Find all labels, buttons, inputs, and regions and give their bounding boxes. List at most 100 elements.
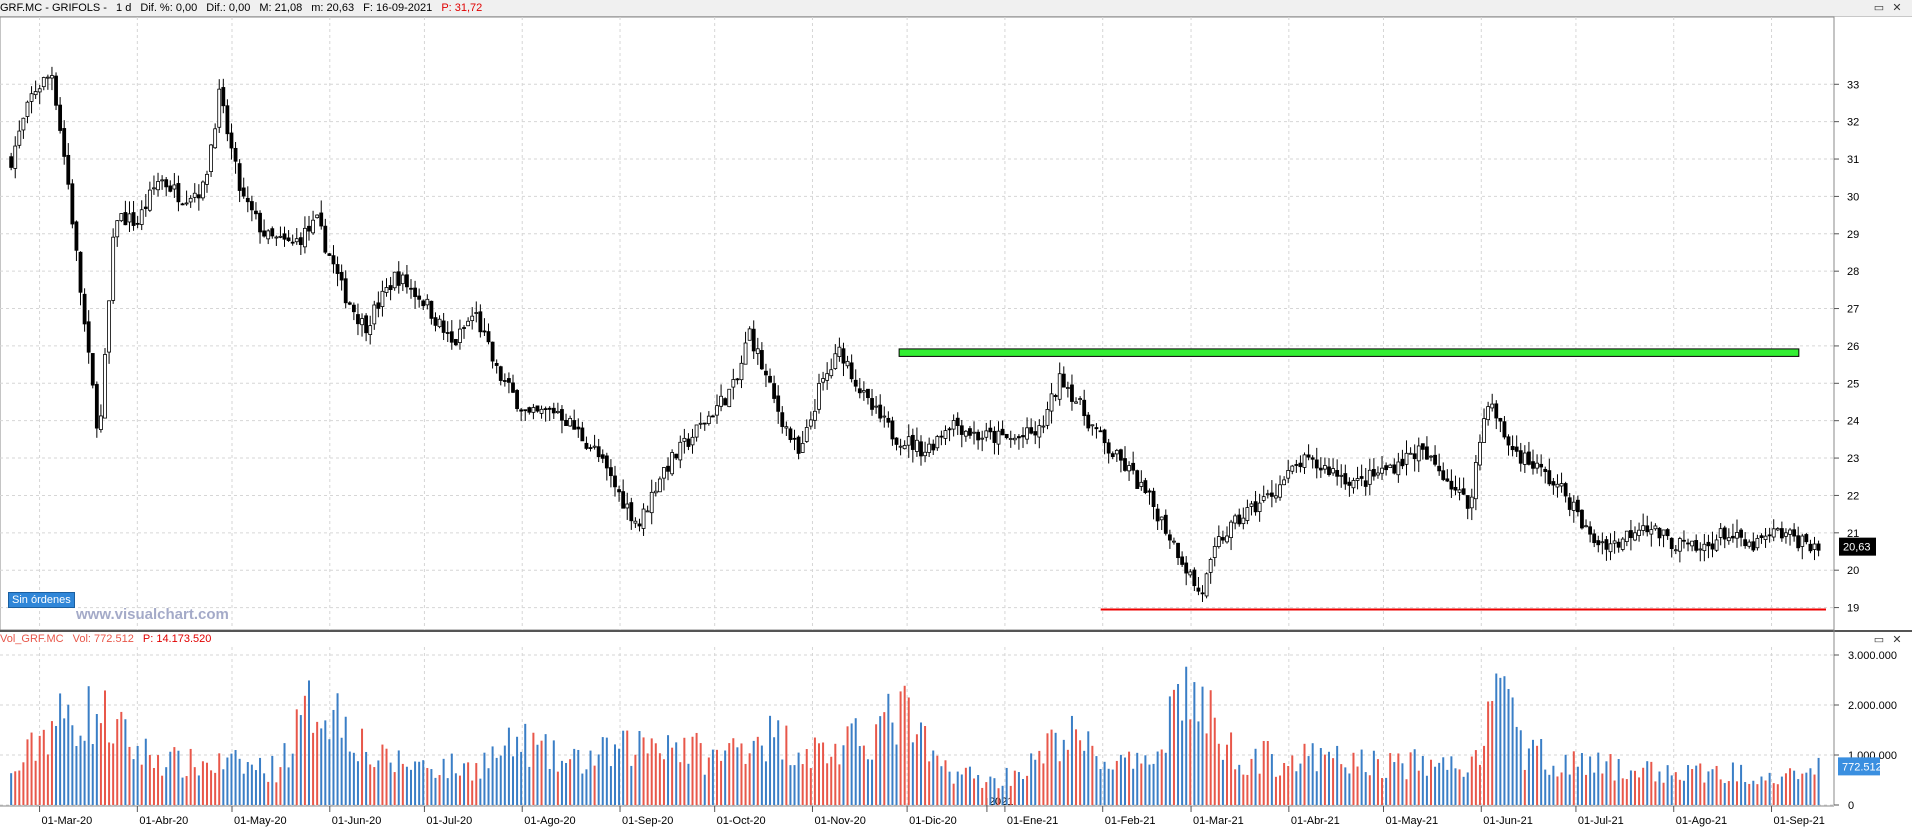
volume-minimize-button[interactable]: ▭ — [1872, 633, 1886, 647]
candle-body — [1796, 535, 1801, 549]
volume-bar — [1266, 741, 1269, 805]
candle-body — [1327, 466, 1331, 475]
candle-body — [1119, 449, 1123, 461]
volume-bar — [307, 680, 310, 805]
candle-body — [1788, 529, 1792, 535]
volume-close-button[interactable]: ✕ — [1890, 633, 1904, 647]
volume-bar — [1103, 761, 1106, 805]
minimize-button[interactable]: ▭ — [1872, 1, 1886, 15]
price-tick-label: 27 — [1847, 304, 1859, 316]
candle-body — [107, 300, 111, 353]
candle-body — [943, 430, 948, 439]
volume-tick-label: 3.000.000 — [1848, 650, 1897, 662]
candle-body — [1278, 484, 1282, 498]
volume-bar — [1013, 770, 1016, 805]
candle-body — [1021, 435, 1025, 438]
candle-body — [657, 478, 662, 493]
last-price-tag — [1839, 537, 1876, 556]
candle-body — [1212, 546, 1217, 558]
candle-body — [21, 117, 26, 131]
volume-bar — [1572, 751, 1575, 805]
candle-body — [821, 378, 825, 383]
candle-body — [425, 298, 430, 306]
volume-bar — [675, 742, 678, 805]
volume-bar — [1327, 751, 1330, 805]
candle-body — [380, 290, 385, 307]
candle-body — [50, 75, 54, 79]
last-volume-tag — [1838, 757, 1880, 776]
candle-body — [1649, 529, 1654, 535]
volume-bar — [1070, 715, 1073, 805]
candle-body — [1310, 457, 1315, 460]
candle-body — [111, 236, 116, 301]
volume-bar — [1519, 730, 1522, 805]
volume-bar — [1793, 770, 1796, 805]
candle-body — [502, 380, 507, 382]
candle-body — [327, 253, 332, 256]
volume-bar — [1381, 778, 1384, 805]
volume-bar — [1817, 757, 1820, 805]
time-tick-label: 01-May-21 — [1385, 815, 1438, 827]
volume-bar — [361, 728, 364, 805]
candle-body — [1751, 541, 1756, 551]
volume-bar — [479, 778, 482, 805]
candle-body — [9, 156, 14, 168]
orders-badge[interactable]: Sin órdenes — [8, 592, 75, 608]
candle-body — [1624, 530, 1629, 542]
volume-bar — [1095, 756, 1098, 805]
volume-bar — [1319, 748, 1322, 805]
candle-body — [221, 87, 226, 107]
volume-bar — [1760, 776, 1763, 805]
volume-bar — [507, 727, 510, 805]
volume-bar — [1050, 729, 1053, 805]
volume-bar — [940, 766, 943, 805]
volume-bar — [838, 764, 841, 805]
volume-bar — [932, 750, 935, 805]
volume-tick-label: 2.000.000 — [1848, 700, 1897, 712]
close-button[interactable]: ✕ — [1890, 1, 1904, 15]
volume-bar-series — [10, 666, 1820, 805]
volume-bar — [556, 771, 559, 805]
candle-body — [853, 379, 858, 387]
candle-body — [580, 427, 585, 442]
volume-bar — [1246, 774, 1249, 805]
volume-bar — [1389, 753, 1392, 805]
candle-body — [784, 426, 789, 429]
candle-body — [1004, 433, 1009, 439]
volume-bar — [1136, 752, 1139, 805]
candle-body — [1367, 469, 1372, 485]
volume-bar — [769, 715, 772, 805]
volume-bar — [797, 752, 800, 805]
candle-body — [1775, 528, 1780, 531]
candle-body — [1641, 525, 1646, 531]
volume-bar — [344, 716, 347, 805]
candle-body — [1167, 534, 1172, 541]
volume-bar — [1315, 771, 1318, 805]
volume-bar — [1405, 779, 1408, 805]
time-tick-label: 01-Oct-20 — [717, 815, 766, 827]
volume-bar — [516, 736, 519, 805]
candle-body — [86, 321, 91, 353]
candle-body — [711, 415, 715, 418]
candle-body — [882, 415, 887, 418]
candle-body — [1090, 424, 1095, 427]
volume-bar — [548, 768, 551, 805]
candle-body — [229, 132, 234, 149]
candle-body — [1204, 573, 1209, 597]
candle-body — [474, 312, 479, 314]
candle-body — [1408, 452, 1413, 455]
volume-bar — [450, 753, 453, 805]
price-tick-label: 28 — [1847, 266, 1859, 278]
date-label: F: 16-09-2021 — [363, 2, 433, 14]
candle-body — [164, 179, 169, 188]
volume-bar — [1217, 743, 1220, 805]
candle-body — [1274, 495, 1278, 499]
volume-bar — [157, 755, 160, 805]
volume-bar — [626, 730, 629, 805]
candle-body — [1106, 442, 1111, 454]
volume-bar — [1409, 752, 1412, 805]
candle-body — [1376, 472, 1380, 476]
candle-body — [776, 395, 781, 412]
candle-body — [396, 271, 401, 286]
